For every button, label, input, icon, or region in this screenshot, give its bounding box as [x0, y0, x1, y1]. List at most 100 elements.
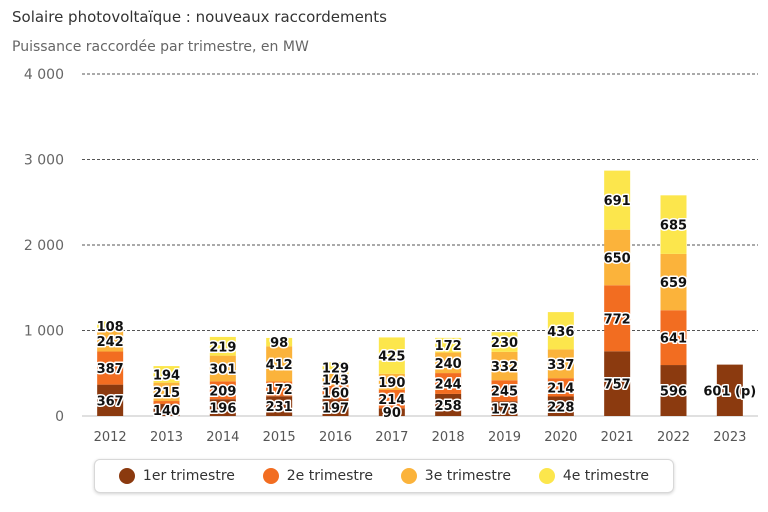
bar-segment: [547, 396, 574, 416]
data-label: 412: [266, 358, 293, 373]
x-tick-label: 2012: [94, 430, 127, 445]
y-tick-label: 0: [55, 409, 64, 425]
data-label: 601 (p): [703, 384, 756, 399]
data-label: 219: [209, 340, 236, 355]
data-label: 436: [547, 325, 574, 340]
legend-marker-q1: [118, 468, 135, 484]
data-label: 209: [209, 384, 236, 399]
data-label: 197: [322, 402, 349, 417]
bar-segment: [153, 382, 180, 402]
data-label: 228: [547, 400, 574, 415]
bar-segment: [435, 393, 462, 416]
bar-segment: [435, 352, 462, 374]
bar-segment: [604, 351, 631, 416]
data-label: 258: [435, 399, 462, 414]
data-label: 245: [491, 385, 518, 400]
data-label: 172: [435, 339, 462, 354]
bar-segment: [322, 399, 349, 416]
data-label: 757: [604, 378, 631, 393]
legend-label-q3: 3e trimestre: [424, 468, 511, 484]
bar-segment: [435, 373, 462, 394]
bar-segment: [604, 285, 631, 352]
x-tick-label: 2015: [263, 430, 296, 445]
data-label: 190: [378, 376, 405, 391]
data-label: 367: [97, 394, 124, 409]
legend-label-q4: 4e trimestre: [562, 468, 650, 484]
data-label: 230: [491, 336, 518, 351]
data-label: 301: [209, 363, 236, 378]
y-tick-label: 1 000: [24, 324, 64, 340]
bar-segment: [716, 364, 743, 416]
data-label: 214: [547, 381, 574, 396]
legend-label-q2: 2e trimestre: [286, 468, 373, 484]
x-tick-label: 2018: [432, 430, 465, 445]
bar-segment: [322, 373, 349, 386]
data-label: 659: [660, 276, 687, 291]
bar-segment: [378, 390, 405, 409]
x-tick-label: 2022: [657, 430, 690, 445]
bar-segment: [435, 337, 462, 353]
bar-segment: [322, 362, 349, 374]
data-label: 685: [660, 219, 687, 234]
data-label: 242: [97, 335, 124, 350]
data-label: 196: [209, 402, 236, 417]
chart-legend: 1er trimestre 2e trimestre 3e trimestre …: [94, 459, 674, 493]
bar-segment: [660, 253, 687, 311]
bar-segment: [660, 365, 687, 416]
bar-segment: [491, 380, 518, 402]
bar-segment: [604, 229, 631, 286]
x-tick-label: 2017: [375, 430, 408, 445]
legend-marker-q3: [400, 468, 417, 484]
data-label: 650: [604, 251, 631, 266]
bar-segment: [604, 170, 631, 230]
y-tick-label: 4 000: [24, 67, 64, 83]
data-label: 215: [153, 386, 180, 401]
data-label: 691: [604, 194, 631, 209]
chart-subtitle: Puissance raccordée par trimestre, en MW: [12, 39, 309, 55]
legend-item-q1[interactable]: 1er trimestre: [118, 468, 235, 484]
data-label: 172: [266, 383, 293, 398]
legend-item-q3[interactable]: 3e trimestre: [400, 468, 511, 484]
bar-segment: [547, 378, 574, 397]
data-label: 231: [266, 400, 293, 415]
data-label: 244: [435, 378, 462, 393]
data-label: 425: [378, 350, 405, 365]
bar-segment: [97, 321, 124, 331]
legend-marker-q4: [538, 468, 555, 484]
data-label: 160: [322, 386, 349, 401]
bar-segment: [378, 408, 405, 416]
data-label: 173: [491, 403, 518, 418]
chart-title: Solaire photovoltaïque : nouveaux raccor…: [12, 8, 387, 26]
bar-segment: [266, 346, 293, 382]
bar-segment: [97, 351, 124, 385]
bar-segment: [378, 337, 405, 374]
data-label: 98: [270, 336, 288, 351]
data-label: 772: [604, 312, 631, 327]
y-tick-label: 3 000: [24, 153, 64, 169]
bar-segment: [209, 381, 236, 400]
bar-segment: [266, 337, 293, 347]
bar-segment: [547, 349, 574, 379]
x-tick-label: 2016: [319, 430, 352, 445]
bar-segment: [153, 366, 180, 383]
bar-segment: [209, 355, 236, 382]
legend-item-q2[interactable]: 2e trimestre: [262, 468, 373, 484]
bar-segment: [491, 351, 518, 381]
data-label: 596: [660, 385, 687, 400]
bar-segment: [153, 401, 180, 405]
legend-item-q4[interactable]: 4e trimestre: [538, 468, 650, 484]
bar-segment: [209, 399, 236, 416]
x-tick-label: 2023: [713, 430, 746, 445]
data-label: 129: [322, 362, 349, 377]
bar-segment: [660, 310, 687, 366]
legend-marker-q2: [262, 468, 279, 484]
x-tick-label: 2013: [150, 430, 183, 445]
bar-segment: [322, 385, 349, 400]
data-label: 387: [97, 362, 124, 377]
bar-segment: [209, 336, 236, 356]
bar-segment: [491, 332, 518, 352]
x-tick-label: 2014: [206, 430, 239, 445]
data-label: 641: [660, 332, 687, 347]
bar-segment: [660, 195, 687, 254]
